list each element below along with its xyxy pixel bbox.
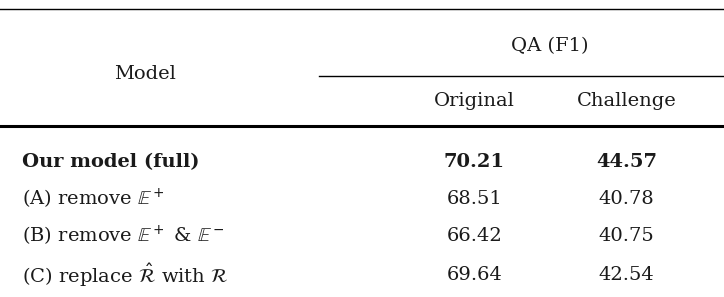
Text: Our model (full): Our model (full) — [22, 153, 199, 171]
Text: 69.64: 69.64 — [446, 266, 502, 284]
Text: 40.75: 40.75 — [598, 227, 654, 245]
Text: (B) remove $\mathbb{E}^+$ & $\mathbb{E}^-$: (B) remove $\mathbb{E}^+$ & $\mathbb{E}^… — [22, 224, 224, 248]
Text: 68.51: 68.51 — [446, 190, 502, 208]
Text: 70.21: 70.21 — [444, 153, 505, 171]
Text: 42.54: 42.54 — [598, 266, 654, 284]
Text: Original: Original — [434, 92, 515, 110]
Text: (C) replace $\hat{\mathcal{R}}$ with $\mathcal{R}$: (C) replace $\hat{\mathcal{R}}$ with $\m… — [22, 261, 228, 289]
Text: Model: Model — [114, 64, 176, 83]
Text: 40.78: 40.78 — [598, 190, 654, 208]
Text: 66.42: 66.42 — [446, 227, 502, 245]
Text: (A) remove $\mathbb{E}^+$: (A) remove $\mathbb{E}^+$ — [22, 187, 164, 211]
Text: 44.57: 44.57 — [596, 153, 657, 171]
Text: Challenge: Challenge — [576, 92, 676, 110]
Text: QA (F1): QA (F1) — [511, 37, 589, 55]
